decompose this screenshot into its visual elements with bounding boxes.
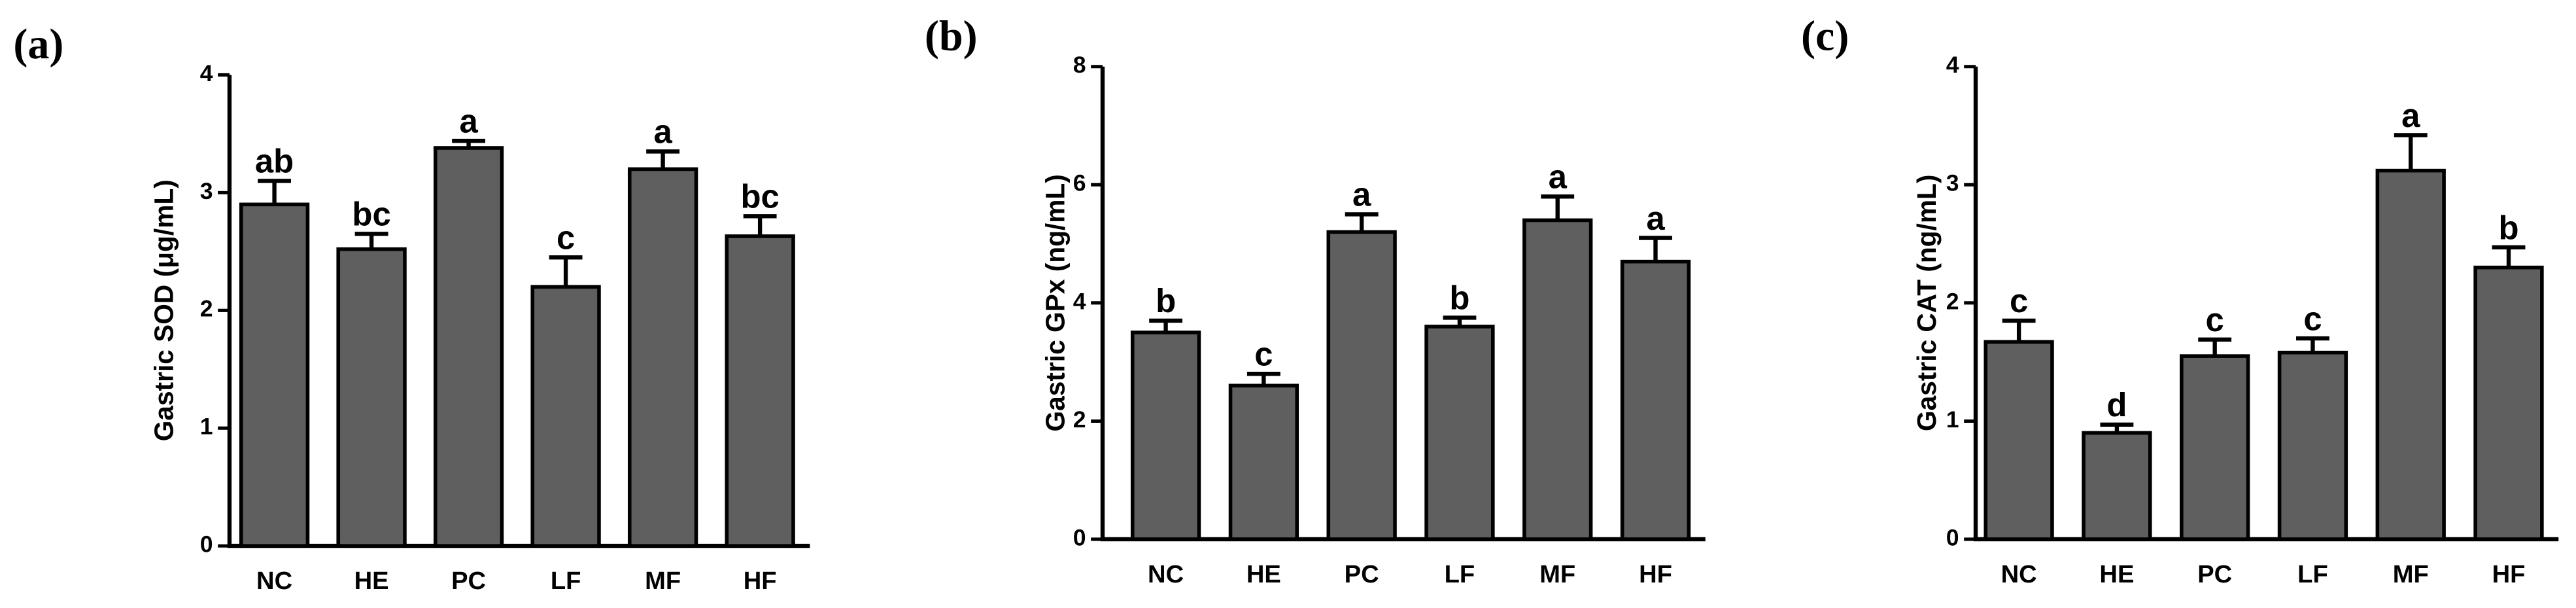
y-tick-label: 4 [1946, 52, 1959, 78]
error-bar [549, 255, 583, 287]
y-tick-label: 4 [200, 60, 213, 86]
significance-letter: a [653, 113, 672, 151]
x-tick-label: LF [551, 567, 581, 595]
error-bar [1149, 318, 1183, 332]
y-tick-label: 0 [1946, 524, 1959, 550]
y-axis-label: Gastric CAT (ng/mL) [1912, 175, 1942, 431]
significance-letter: a [459, 103, 478, 140]
y-axis-label: Gastric SOD (μg/mL) [148, 179, 179, 441]
bar [1522, 218, 1593, 541]
x-tick-label: MF [2393, 560, 2429, 588]
error-bar [2100, 422, 2134, 433]
bar [1620, 259, 1691, 541]
bar [1228, 384, 1299, 541]
error-bar [354, 232, 388, 249]
significance-letter: b [2498, 209, 2518, 246]
significance-letter: ab [255, 143, 294, 180]
y-tick-label: 3 [200, 178, 213, 204]
significance-letter: a [1549, 158, 1568, 196]
y-tick-label: 4 [1073, 288, 1086, 314]
error-bar [1639, 236, 1672, 262]
error-bar [1246, 371, 1280, 386]
bar [1984, 340, 2054, 541]
y-tick-label: 6 [1073, 170, 1086, 196]
y-axis-label: Gastric GPx (ng/mL) [1040, 174, 1070, 431]
significance-letter: c [1254, 335, 1273, 372]
significance-letter: bc [740, 178, 779, 215]
error-bar [2002, 318, 2036, 342]
bar [627, 167, 698, 548]
x-tick-label: HE [354, 567, 389, 595]
y-tick-label: 2 [200, 296, 213, 322]
x-tick-label: HF [744, 567, 777, 595]
significance-letter: b [1156, 282, 1176, 319]
x-tick-label: PC [1345, 560, 1379, 588]
bar [2473, 265, 2544, 541]
significance-letter: c [2303, 300, 2322, 337]
significance-letter: c [2010, 282, 2028, 319]
error-bar [1345, 212, 1379, 232]
error-bar [646, 149, 680, 170]
panel-label: (a) [13, 20, 63, 68]
bar [1326, 230, 1397, 541]
panel-label: (b) [925, 12, 978, 60]
bar [2375, 168, 2446, 541]
bar [530, 285, 601, 548]
bar [239, 202, 310, 548]
error-bar [743, 214, 777, 236]
error-bar [2198, 337, 2232, 357]
x-tick-label: PC [451, 567, 486, 595]
bar [433, 146, 504, 548]
significance-letter: b [1449, 279, 1469, 317]
significance-letter: bc [352, 196, 390, 233]
error-bar [258, 179, 292, 205]
x-tick-label: MF [645, 567, 681, 595]
bar [1130, 331, 1201, 541]
x-tick-label: NC [1148, 560, 1184, 588]
bar [2277, 350, 2348, 541]
y-tick-label: 8 [1073, 52, 1086, 78]
significance-letter: a [2401, 97, 2420, 134]
significance-letter: c [557, 219, 575, 257]
bar [1424, 325, 1495, 541]
y-tick-label: 1 [1946, 406, 1959, 433]
bar [2082, 431, 2152, 541]
x-tick-label: NC [2001, 560, 2037, 588]
x-tick-label: MF [1539, 560, 1575, 588]
y-tick-label: 0 [1073, 524, 1086, 550]
panel-label: (c) [1801, 12, 1849, 60]
x-tick-label: HF [1639, 560, 1672, 588]
bar [2180, 354, 2250, 541]
error-bar [1541, 194, 1575, 221]
y-tick-label: 2 [1073, 406, 1086, 433]
y-tick-label: 1 [200, 414, 213, 440]
x-tick-label: HF [2492, 560, 2526, 588]
error-bar [452, 139, 486, 149]
bar [725, 234, 795, 548]
x-tick-label: NC [256, 567, 292, 595]
error-bar [2394, 133, 2428, 171]
significance-letter: d [2106, 386, 2127, 423]
bar [336, 247, 407, 548]
x-tick-label: LF [2297, 560, 2328, 588]
significance-letter: a [1646, 200, 1665, 237]
x-tick-label: LF [1445, 560, 1475, 588]
error-bar [2296, 336, 2329, 353]
error-bar [1443, 315, 1477, 327]
y-tick-label: 2 [1946, 288, 1959, 314]
error-bar [2492, 245, 2526, 268]
significance-letter: c [2206, 301, 2224, 338]
x-tick-label: HE [1246, 560, 1281, 588]
x-tick-label: PC [2197, 560, 2232, 588]
y-tick-label: 0 [200, 531, 213, 558]
y-tick-label: 3 [1946, 170, 1959, 196]
significance-letter: a [1352, 176, 1371, 213]
x-tick-label: HE [2099, 560, 2134, 588]
